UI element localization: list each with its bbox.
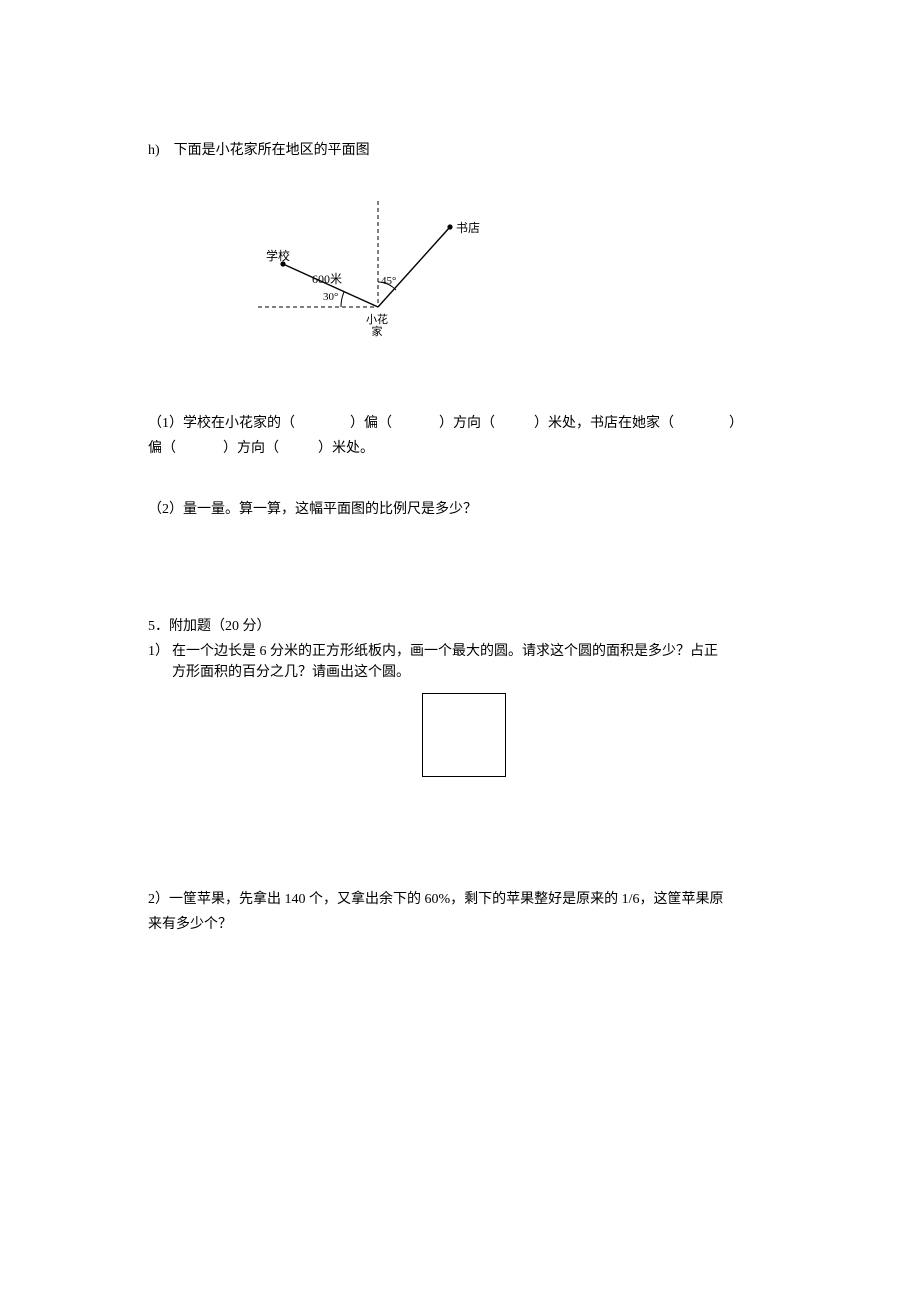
question-5-1: 1） 在一个边长是 6 分米的正方形纸板内，画一个最大的圆。请求这个圆的面积是多…: [148, 641, 780, 683]
question-h-text: 下面是小花家所在地区的平面图: [174, 143, 370, 158]
q5-1-line2: 方形面积的百分之几？请画出这个圆。: [172, 665, 410, 680]
q1-l2b: ）方向（: [223, 441, 279, 456]
label-school: 学校: [266, 247, 290, 265]
label-angle-45: 45°: [381, 273, 396, 290]
question-1-line2: 偏（ ）方向（ ）米处。: [148, 438, 780, 459]
question-5-2-line2: 来有多少个？: [148, 914, 780, 935]
question-5-heading: 5．附加题（20 分）: [148, 616, 780, 637]
label-home: 小花 家: [366, 315, 388, 338]
q1-b: ）偏（: [350, 416, 392, 431]
question-5-2-line1: 2）一筐苹果，先拿出 140 个，又拿出余下的 60%，剩下的苹果整好是原来的 …: [148, 889, 780, 910]
label-bookstore: 书店: [456, 219, 480, 237]
q1-d: ）米处，书店在她家（: [534, 416, 674, 431]
question-2: （2）量一量。算一算，这幅平面图的比例尺是多少？: [148, 499, 780, 520]
page-root: h) 下面是小花家所在地区的平面图 书店 学校 600米 45° 30° 小花: [0, 0, 920, 1300]
label-distance: 600米: [312, 270, 342, 288]
q1-c: ）方向（: [439, 416, 495, 431]
q5-1-line1: 在一个边长是 6 分米的正方形纸板内，画一个最大的圆。请求这个圆的面积是多少？占…: [172, 644, 718, 659]
question-h-line: h) 下面是小花家所在地区的平面图: [148, 140, 780, 161]
q1-a: （1）学校在小花家的（: [148, 416, 295, 431]
label-home-l1: 小花: [366, 314, 388, 326]
question-1: （1）学校在小花家的（ ）偏（ ）方向（ ）米处，书店在她家（ ）: [148, 413, 780, 434]
q5-1-number: 1）: [148, 641, 172, 683]
q1-l2a: 偏（: [148, 441, 176, 456]
question-h-label: h): [148, 143, 160, 158]
q1-l2c: ）米处。: [318, 441, 374, 456]
map-diagram: 书店 学校 600米 45° 30° 小花 家: [228, 197, 488, 357]
label-home-l2: 家: [372, 326, 383, 338]
q1-e: ）: [729, 416, 743, 431]
map-diagram-svg: [228, 197, 488, 357]
square-placeholder: [422, 693, 506, 777]
label-angle-30: 30°: [323, 289, 338, 306]
